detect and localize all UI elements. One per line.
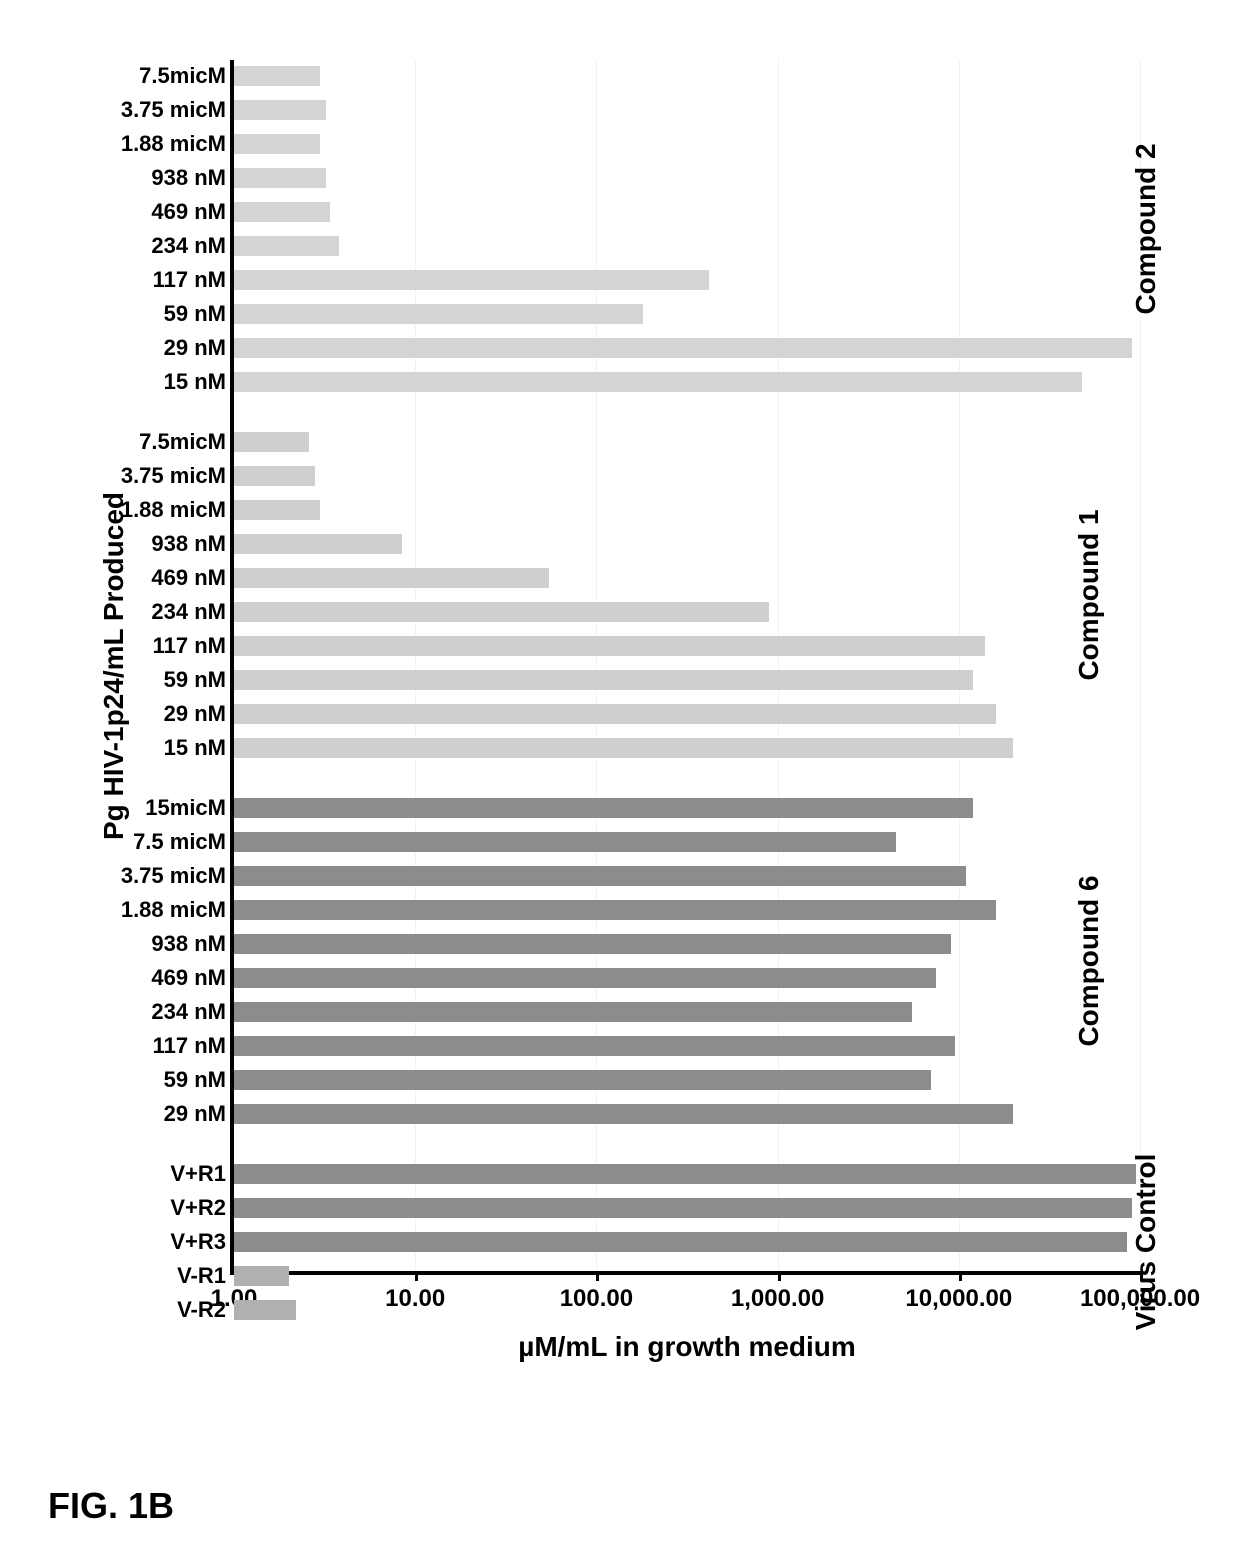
- bar: [234, 338, 1132, 358]
- bar-label: 15 nM: [164, 369, 226, 395]
- bar-label: 15micM: [145, 795, 226, 821]
- bar-label: 469 nM: [151, 565, 226, 591]
- x-axis-title: µM/mL in growth medium: [518, 1331, 856, 1363]
- x-tick-mark: [959, 1271, 962, 1281]
- bar-label: 7.5micM: [139, 429, 226, 455]
- bar-label: 938 nM: [151, 531, 226, 557]
- bar: [234, 704, 996, 724]
- bar-label: 469 nM: [151, 199, 226, 225]
- bar-label: 117 nM: [153, 633, 226, 659]
- bar-label: 29 nM: [164, 701, 226, 727]
- bar: [234, 270, 709, 290]
- bar: [234, 100, 326, 120]
- bar: [234, 602, 769, 622]
- bar: [234, 236, 339, 256]
- group-label: Virus Control: [1130, 1154, 1162, 1331]
- x-tick-mark: [596, 1271, 599, 1281]
- bar-label: 938 nM: [151, 931, 226, 957]
- bar-label: 7.5 micM: [133, 829, 226, 855]
- bar: [234, 1070, 931, 1090]
- bar-label: V-R1: [177, 1263, 226, 1289]
- x-tick-label: 10.00: [385, 1285, 445, 1313]
- figure-label: FIG. 1B: [48, 1485, 174, 1527]
- bar-label: 59 nM: [164, 301, 226, 327]
- bar: [234, 832, 896, 852]
- bar-label: 15 nM: [164, 735, 226, 761]
- bar-label: 59 nM: [164, 1067, 226, 1093]
- x-tick-mark: [415, 1271, 418, 1281]
- bar-label: 938 nM: [151, 165, 226, 191]
- bar: [234, 866, 966, 886]
- bar: [234, 568, 549, 588]
- x-tick-label: 10,000.00: [905, 1285, 1012, 1313]
- bar: [234, 636, 985, 656]
- bar-label: V+R2: [170, 1195, 226, 1221]
- bar-label: 234 nM: [151, 599, 226, 625]
- bar: [234, 900, 996, 920]
- bar-label: 3.75 micM: [121, 863, 226, 889]
- bar: [234, 66, 320, 86]
- bar-label: 3.75 micM: [121, 97, 226, 123]
- bar-label: 1.88 micM: [121, 131, 226, 157]
- bar-label: 1.88 micM: [121, 897, 226, 923]
- bar: [234, 134, 320, 154]
- bar: [234, 1266, 289, 1286]
- bar-label: 234 nM: [151, 233, 226, 259]
- bar-label: 234 nM: [151, 999, 226, 1025]
- bar: [234, 1198, 1132, 1218]
- x-tick-mark: [778, 1271, 781, 1281]
- bar: [234, 432, 309, 452]
- x-tick-label: 100.00: [560, 1285, 633, 1313]
- page: Pg HIV-1p24/mL Produced µM/mL in growth …: [0, 0, 1240, 1555]
- bar-label: 117 nM: [153, 267, 226, 293]
- y-axis-title: Pg HIV-1p24/mL Produced: [98, 491, 130, 839]
- bar: [234, 1104, 1013, 1124]
- bar: [234, 738, 1013, 758]
- bar: [234, 1036, 955, 1056]
- bar-label: V+R1: [170, 1161, 226, 1187]
- bar: [234, 304, 643, 324]
- bar-label: 7.5micM: [139, 63, 226, 89]
- bar-label: 59 nM: [164, 667, 226, 693]
- bar-label: V+R3: [170, 1229, 226, 1255]
- bar: [234, 1232, 1127, 1252]
- bar: [234, 968, 936, 988]
- bar: [234, 202, 330, 222]
- bar: [234, 466, 315, 486]
- bar: [234, 670, 973, 690]
- bar: [234, 168, 326, 188]
- bar-label: 117 nM: [153, 1033, 226, 1059]
- bar: [234, 534, 402, 554]
- group-label: Compound 6: [1073, 875, 1105, 1046]
- chart-container: Pg HIV-1p24/mL Produced µM/mL in growth …: [100, 60, 1140, 1455]
- group-label: Compound 1: [1073, 509, 1105, 680]
- bar-label: 3.75 micM: [121, 463, 226, 489]
- group-label: Compound 2: [1130, 143, 1162, 314]
- bar-label: 1.88 micM: [121, 497, 226, 523]
- bar: [234, 1002, 912, 1022]
- plot-area: Pg HIV-1p24/mL Produced µM/mL in growth …: [230, 60, 1140, 1275]
- bar: [234, 500, 320, 520]
- bar: [234, 372, 1082, 392]
- bar-label: V-R2: [177, 1297, 226, 1323]
- bar: [234, 1300, 296, 1320]
- bar-label: 469 nM: [151, 965, 226, 991]
- x-tick-label: 1,000.00: [731, 1285, 824, 1313]
- bar: [234, 1164, 1136, 1184]
- bar: [234, 934, 951, 954]
- bars-layer: 7.5micM3.75 micM1.88 micM938 nM469 nM234…: [234, 60, 1140, 1271]
- bar: [234, 798, 973, 818]
- bar-label: 29 nM: [164, 335, 226, 361]
- bar-label: 29 nM: [164, 1101, 226, 1127]
